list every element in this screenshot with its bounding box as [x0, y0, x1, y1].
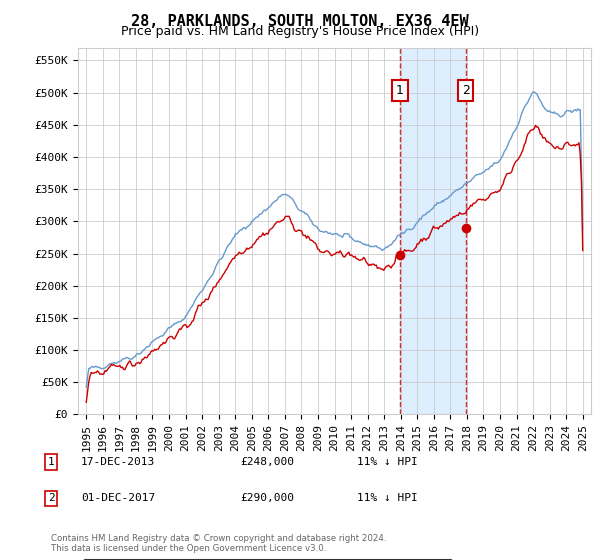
- Text: Contains HM Land Registry data © Crown copyright and database right 2024.
This d: Contains HM Land Registry data © Crown c…: [51, 534, 386, 553]
- Text: 01-DEC-2017: 01-DEC-2017: [81, 493, 155, 503]
- Legend: 28, PARKLANDS, SOUTH MOLTON, EX36 4EW (detached house), HPI: Average price, deta: 28, PARKLANDS, SOUTH MOLTON, EX36 4EW (d…: [83, 559, 452, 560]
- Text: 17-DEC-2013: 17-DEC-2013: [81, 457, 155, 467]
- Text: £248,000: £248,000: [240, 457, 294, 467]
- Text: 11% ↓ HPI: 11% ↓ HPI: [357, 457, 418, 467]
- Text: £290,000: £290,000: [240, 493, 294, 503]
- Text: 11% ↓ HPI: 11% ↓ HPI: [357, 493, 418, 503]
- Text: Price paid vs. HM Land Registry's House Price Index (HPI): Price paid vs. HM Land Registry's House …: [121, 25, 479, 38]
- Text: 2: 2: [461, 84, 470, 97]
- Text: 2: 2: [47, 493, 55, 503]
- Bar: [400, 48, 466, 414]
- Text: 1: 1: [47, 457, 55, 467]
- Text: 28, PARKLANDS, SOUTH MOLTON, EX36 4EW: 28, PARKLANDS, SOUTH MOLTON, EX36 4EW: [131, 14, 469, 29]
- Text: 1: 1: [396, 84, 404, 97]
